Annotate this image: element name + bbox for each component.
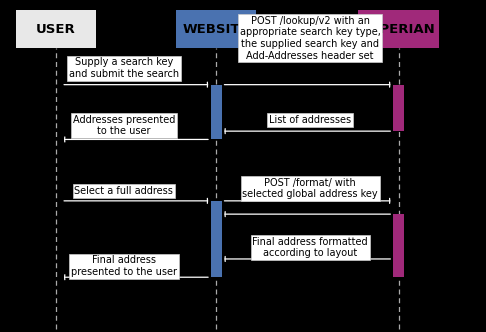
Text: WEBSITE: WEBSITE bbox=[183, 23, 250, 36]
FancyBboxPatch shape bbox=[211, 201, 222, 277]
FancyBboxPatch shape bbox=[358, 10, 438, 48]
Text: USER: USER bbox=[36, 23, 76, 36]
Text: Select a full address: Select a full address bbox=[74, 186, 174, 196]
Text: List of addresses: List of addresses bbox=[269, 115, 351, 125]
Text: Final address formatted
according to layout: Final address formatted according to lay… bbox=[252, 236, 368, 258]
Text: EXPERIAN: EXPERIAN bbox=[361, 23, 436, 36]
Text: Supply a search key
and submit the search: Supply a search key and submit the searc… bbox=[69, 57, 179, 79]
FancyBboxPatch shape bbox=[16, 10, 96, 48]
FancyBboxPatch shape bbox=[176, 10, 257, 48]
Text: Final address
presented to the user: Final address presented to the user bbox=[71, 255, 177, 277]
FancyBboxPatch shape bbox=[393, 85, 404, 131]
FancyBboxPatch shape bbox=[393, 214, 404, 277]
Text: POST /format/ with
selected global address key: POST /format/ with selected global addre… bbox=[242, 178, 378, 200]
Text: POST /lookup/v2 with an
appropriate search key type,
the supplied search key and: POST /lookup/v2 with an appropriate sear… bbox=[240, 16, 381, 60]
Text: Addresses presented
to the user: Addresses presented to the user bbox=[73, 115, 175, 136]
FancyBboxPatch shape bbox=[211, 85, 222, 139]
